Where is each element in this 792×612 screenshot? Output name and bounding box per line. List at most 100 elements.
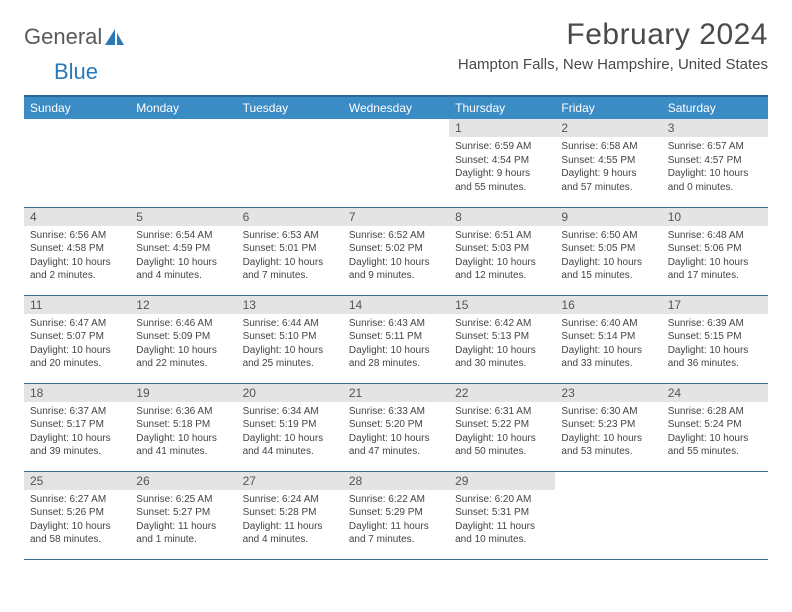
- day-text: Sunrise: 6:33 AMSunset: 5:20 PMDaylight:…: [343, 402, 449, 463]
- day-text: Sunrise: 6:54 AMSunset: 4:59 PMDaylight:…: [130, 226, 236, 287]
- day-cell: 29Sunrise: 6:20 AMSunset: 5:31 PMDayligh…: [449, 471, 555, 559]
- day-cell: 25Sunrise: 6:27 AMSunset: 5:26 PMDayligh…: [24, 471, 130, 559]
- day-number: 14: [343, 296, 449, 314]
- day-number: 23: [555, 384, 661, 402]
- day-text: Sunrise: 6:36 AMSunset: 5:18 PMDaylight:…: [130, 402, 236, 463]
- sail-icon: [104, 27, 126, 47]
- day-number: 27: [237, 472, 343, 490]
- dayhead-sun: Sunday: [24, 96, 130, 119]
- day-cell: 3Sunrise: 6:57 AMSunset: 4:57 PMDaylight…: [662, 119, 768, 207]
- day-number: 29: [449, 472, 555, 490]
- calendar-body: . . . . 1Sunrise: 6:59 AMSunset: 4:54 PM…: [24, 119, 768, 559]
- day-number: 3: [662, 119, 768, 137]
- day-text: Sunrise: 6:30 AMSunset: 5:23 PMDaylight:…: [555, 402, 661, 463]
- month-title: February 2024: [458, 18, 768, 52]
- day-cell: 10Sunrise: 6:48 AMSunset: 5:06 PMDayligh…: [662, 207, 768, 295]
- day-header-row: Sunday Monday Tuesday Wednesday Thursday…: [24, 96, 768, 119]
- day-text: Sunrise: 6:52 AMSunset: 5:02 PMDaylight:…: [343, 226, 449, 287]
- day-number: 4: [24, 208, 130, 226]
- dayhead-fri: Friday: [555, 96, 661, 119]
- week-row: . . . . 1Sunrise: 6:59 AMSunset: 4:54 PM…: [24, 119, 768, 207]
- day-text: Sunrise: 6:56 AMSunset: 4:58 PMDaylight:…: [24, 226, 130, 287]
- day-number: 21: [343, 384, 449, 402]
- day-number: 11: [24, 296, 130, 314]
- day-text: Sunrise: 6:58 AMSunset: 4:55 PMDaylight:…: [555, 137, 661, 198]
- day-number: 24: [662, 384, 768, 402]
- day-text: Sunrise: 6:48 AMSunset: 5:06 PMDaylight:…: [662, 226, 768, 287]
- dayhead-tue: Tuesday: [237, 96, 343, 119]
- day-text: Sunrise: 6:42 AMSunset: 5:13 PMDaylight:…: [449, 314, 555, 375]
- day-cell: 13Sunrise: 6:44 AMSunset: 5:10 PMDayligh…: [237, 295, 343, 383]
- day-text: Sunrise: 6:51 AMSunset: 5:03 PMDaylight:…: [449, 226, 555, 287]
- day-number: 8: [449, 208, 555, 226]
- day-text: Sunrise: 6:24 AMSunset: 5:28 PMDaylight:…: [237, 490, 343, 551]
- dayhead-thu: Thursday: [449, 96, 555, 119]
- day-text: Sunrise: 6:27 AMSunset: 5:26 PMDaylight:…: [24, 490, 130, 551]
- dayhead-mon: Monday: [130, 96, 236, 119]
- day-number: 16: [555, 296, 661, 314]
- day-cell: 4Sunrise: 6:56 AMSunset: 4:58 PMDaylight…: [24, 207, 130, 295]
- day-cell: 22Sunrise: 6:31 AMSunset: 5:22 PMDayligh…: [449, 383, 555, 471]
- location: Hampton Falls, New Hampshire, United Sta…: [458, 56, 768, 73]
- week-row: 25Sunrise: 6:27 AMSunset: 5:26 PMDayligh…: [24, 471, 768, 559]
- day-text: Sunrise: 6:40 AMSunset: 5:14 PMDaylight:…: [555, 314, 661, 375]
- day-text: Sunrise: 6:50 AMSunset: 5:05 PMDaylight:…: [555, 226, 661, 287]
- day-cell: .: [555, 471, 661, 559]
- day-text: Sunrise: 6:46 AMSunset: 5:09 PMDaylight:…: [130, 314, 236, 375]
- week-row: 18Sunrise: 6:37 AMSunset: 5:17 PMDayligh…: [24, 383, 768, 471]
- day-cell: 12Sunrise: 6:46 AMSunset: 5:09 PMDayligh…: [130, 295, 236, 383]
- day-number: 6: [237, 208, 343, 226]
- day-text: Sunrise: 6:59 AMSunset: 4:54 PMDaylight:…: [449, 137, 555, 198]
- day-text: Sunrise: 6:47 AMSunset: 5:07 PMDaylight:…: [24, 314, 130, 375]
- day-cell: 5Sunrise: 6:54 AMSunset: 4:59 PMDaylight…: [130, 207, 236, 295]
- day-cell: .: [662, 471, 768, 559]
- day-number: 2: [555, 119, 661, 137]
- day-number: 17: [662, 296, 768, 314]
- logo: General: [24, 24, 126, 50]
- day-number: 5: [130, 208, 236, 226]
- day-cell: 20Sunrise: 6:34 AMSunset: 5:19 PMDayligh…: [237, 383, 343, 471]
- day-text: Sunrise: 6:44 AMSunset: 5:10 PMDaylight:…: [237, 314, 343, 375]
- logo-text-blue: Blue: [54, 59, 98, 85]
- day-text: Sunrise: 6:53 AMSunset: 5:01 PMDaylight:…: [237, 226, 343, 287]
- day-number: 18: [24, 384, 130, 402]
- day-cell: 26Sunrise: 6:25 AMSunset: 5:27 PMDayligh…: [130, 471, 236, 559]
- day-cell: .: [130, 119, 236, 207]
- day-cell: 27Sunrise: 6:24 AMSunset: 5:28 PMDayligh…: [237, 471, 343, 559]
- day-number: 15: [449, 296, 555, 314]
- day-text: Sunrise: 6:28 AMSunset: 5:24 PMDaylight:…: [662, 402, 768, 463]
- day-cell: .: [237, 119, 343, 207]
- day-number: 25: [24, 472, 130, 490]
- day-number: 19: [130, 384, 236, 402]
- day-cell: 24Sunrise: 6:28 AMSunset: 5:24 PMDayligh…: [662, 383, 768, 471]
- day-cell: 16Sunrise: 6:40 AMSunset: 5:14 PMDayligh…: [555, 295, 661, 383]
- day-number: 28: [343, 472, 449, 490]
- week-row: 4Sunrise: 6:56 AMSunset: 4:58 PMDaylight…: [24, 207, 768, 295]
- dayhead-wed: Wednesday: [343, 96, 449, 119]
- day-cell: 11Sunrise: 6:47 AMSunset: 5:07 PMDayligh…: [24, 295, 130, 383]
- day-text: Sunrise: 6:31 AMSunset: 5:22 PMDaylight:…: [449, 402, 555, 463]
- day-cell: 15Sunrise: 6:42 AMSunset: 5:13 PMDayligh…: [449, 295, 555, 383]
- day-number: 10: [662, 208, 768, 226]
- day-text: Sunrise: 6:57 AMSunset: 4:57 PMDaylight:…: [662, 137, 768, 198]
- day-number: 26: [130, 472, 236, 490]
- day-number: 20: [237, 384, 343, 402]
- dayhead-sat: Saturday: [662, 96, 768, 119]
- day-cell: 7Sunrise: 6:52 AMSunset: 5:02 PMDaylight…: [343, 207, 449, 295]
- day-cell: .: [24, 119, 130, 207]
- day-cell: 1Sunrise: 6:59 AMSunset: 4:54 PMDaylight…: [449, 119, 555, 207]
- day-cell: 28Sunrise: 6:22 AMSunset: 5:29 PMDayligh…: [343, 471, 449, 559]
- day-text: Sunrise: 6:37 AMSunset: 5:17 PMDaylight:…: [24, 402, 130, 463]
- day-text: Sunrise: 6:43 AMSunset: 5:11 PMDaylight:…: [343, 314, 449, 375]
- day-number: 22: [449, 384, 555, 402]
- day-number: 7: [343, 208, 449, 226]
- day-text: Sunrise: 6:20 AMSunset: 5:31 PMDaylight:…: [449, 490, 555, 551]
- day-cell: 17Sunrise: 6:39 AMSunset: 5:15 PMDayligh…: [662, 295, 768, 383]
- day-number: 12: [130, 296, 236, 314]
- day-cell: 21Sunrise: 6:33 AMSunset: 5:20 PMDayligh…: [343, 383, 449, 471]
- calendar-page: General February 2024 Hampton Falls, New…: [0, 0, 792, 560]
- day-cell: 6Sunrise: 6:53 AMSunset: 5:01 PMDaylight…: [237, 207, 343, 295]
- day-text: Sunrise: 6:39 AMSunset: 5:15 PMDaylight:…: [662, 314, 768, 375]
- day-text: Sunrise: 6:25 AMSunset: 5:27 PMDaylight:…: [130, 490, 236, 551]
- calendar-table: Sunday Monday Tuesday Wednesday Thursday…: [24, 95, 768, 560]
